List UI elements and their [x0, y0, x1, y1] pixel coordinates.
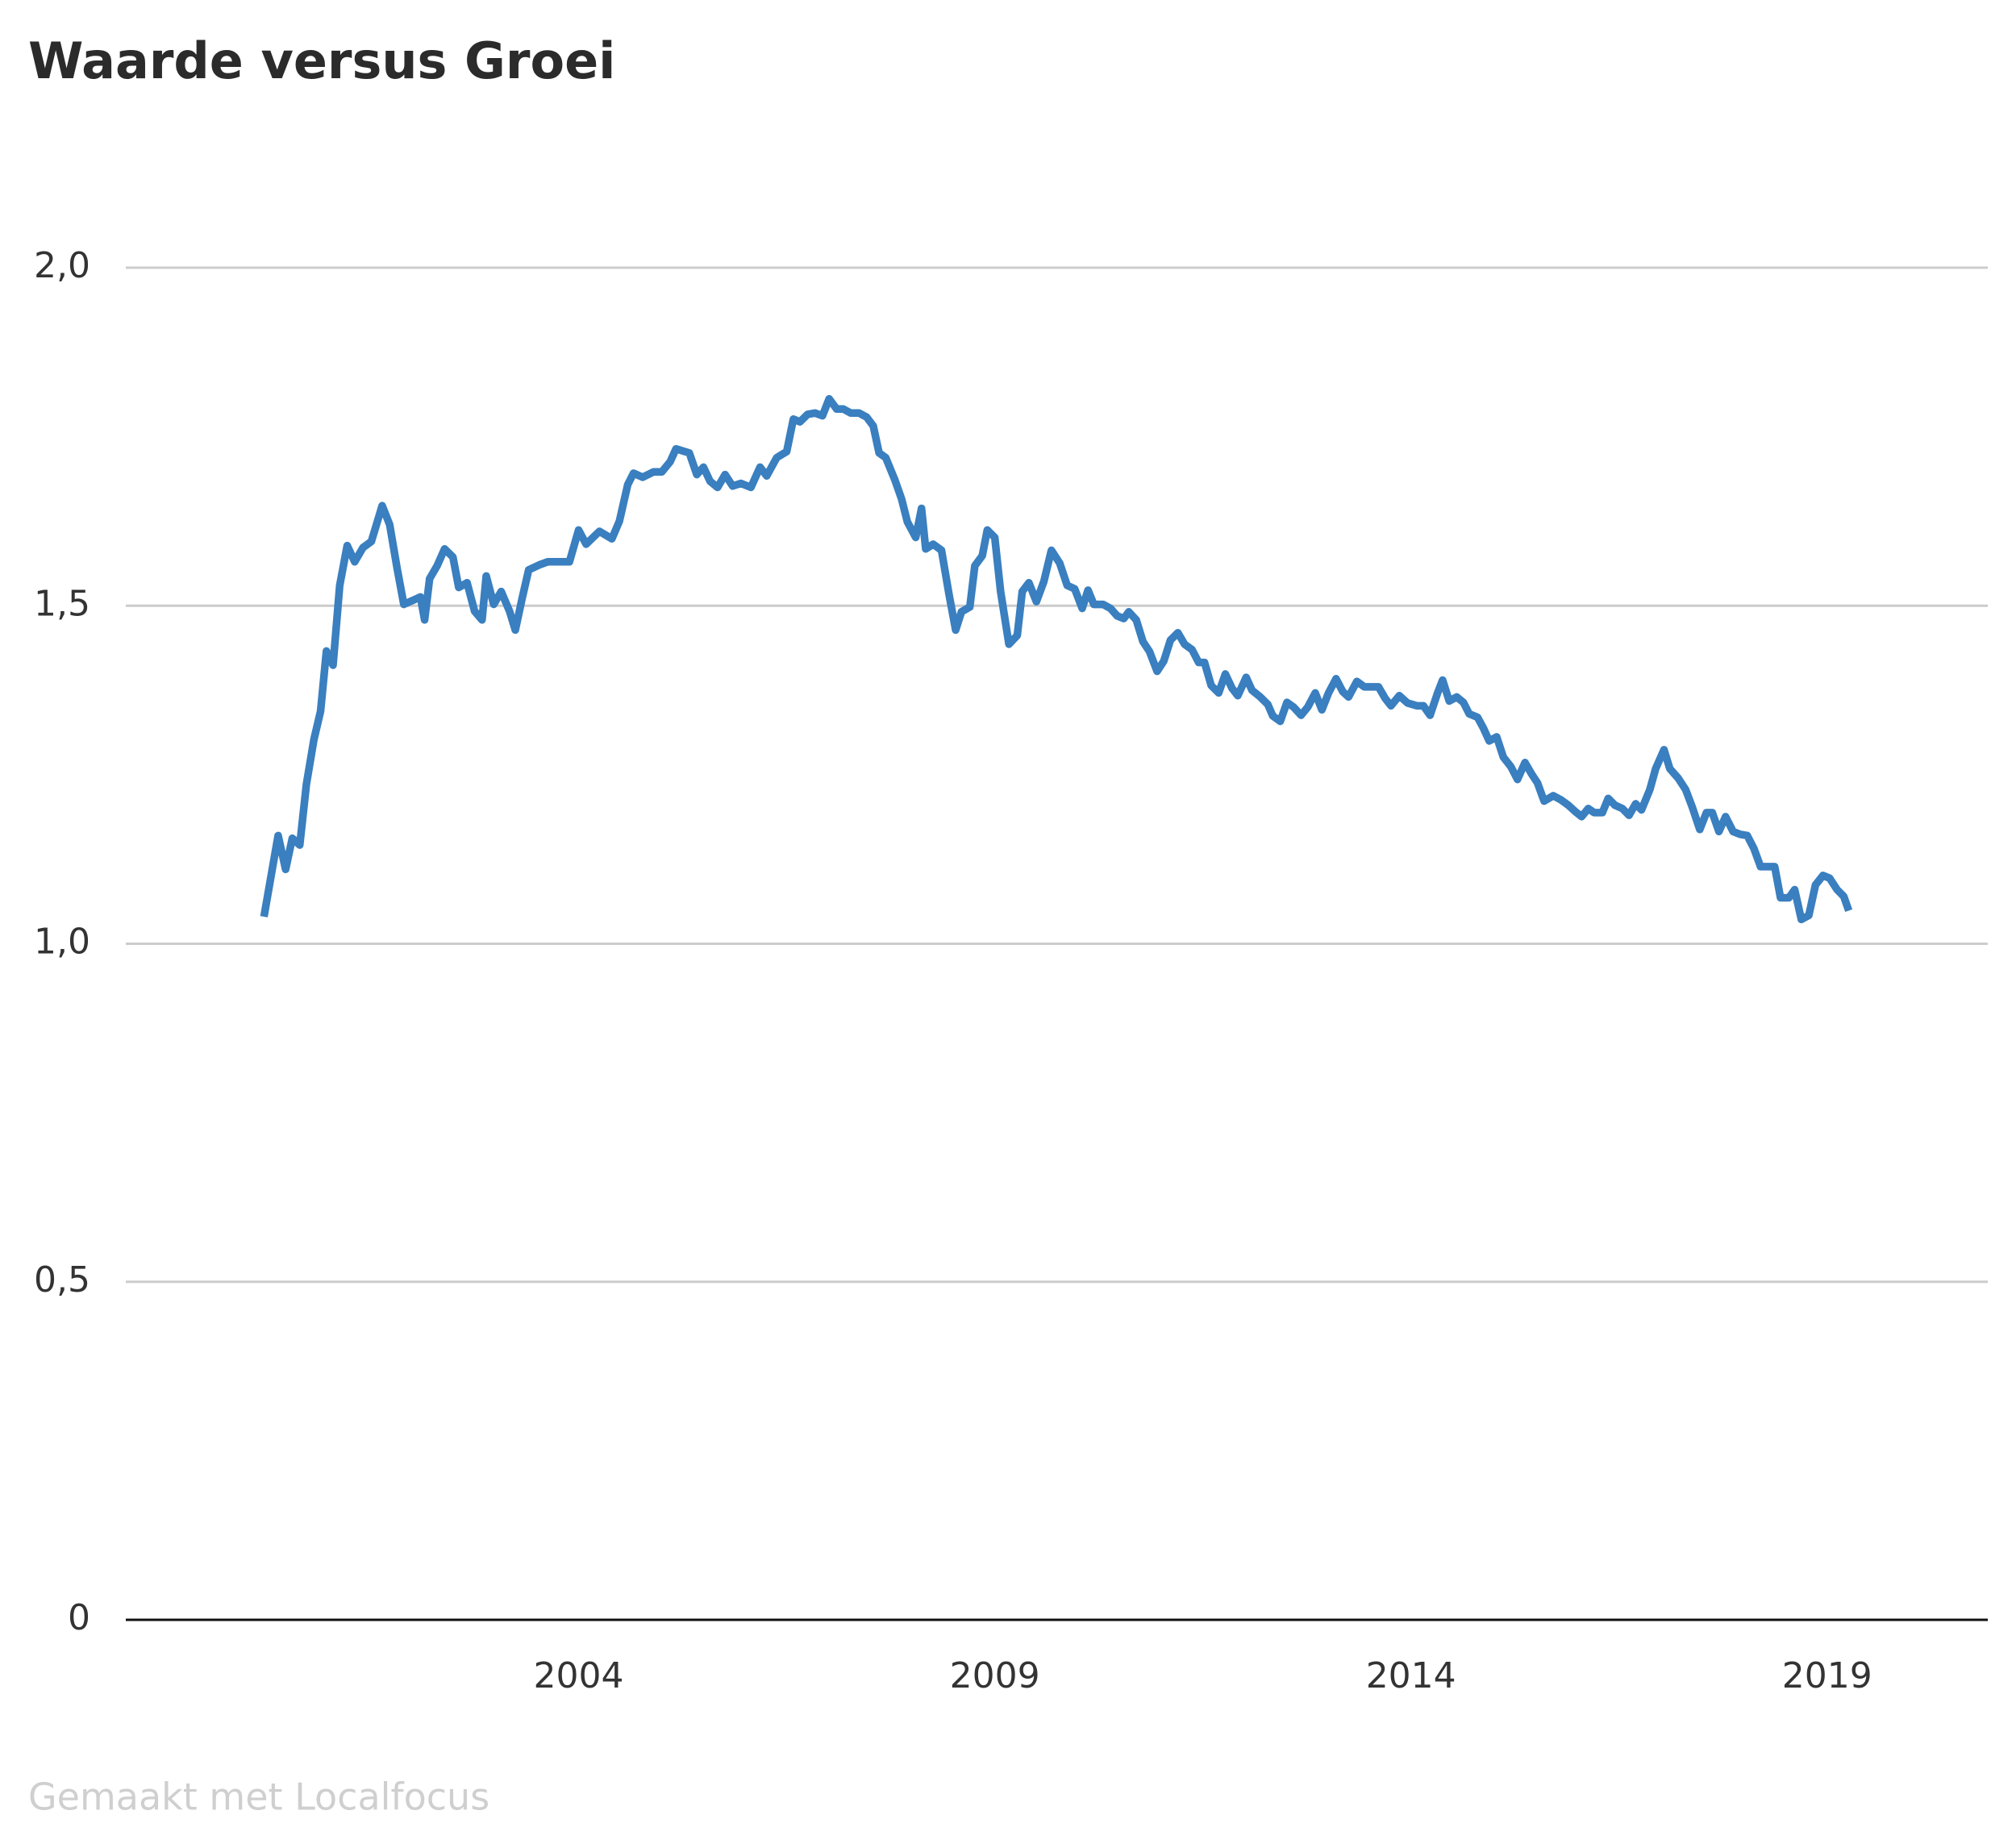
- data-line: [260, 394, 1853, 924]
- x-tick-label: 2019: [1782, 1655, 1872, 1696]
- x-tick-label: 2004: [534, 1655, 624, 1696]
- y-tick-label: 1,0: [34, 922, 90, 963]
- y-tick-label: 0,5: [34, 1259, 90, 1301]
- x-tick-label: 2009: [950, 1655, 1040, 1696]
- y-tick-label: 1,5: [34, 583, 90, 624]
- chart-title: Waarde versus Groei: [28, 31, 615, 90]
- footer: Gemaakt met Localfocus: [28, 1775, 489, 1819]
- y-tick-label: 0: [68, 1597, 90, 1638]
- x-tick-label: 2014: [1366, 1655, 1456, 1696]
- y-tick-label: 2,0: [34, 245, 90, 286]
